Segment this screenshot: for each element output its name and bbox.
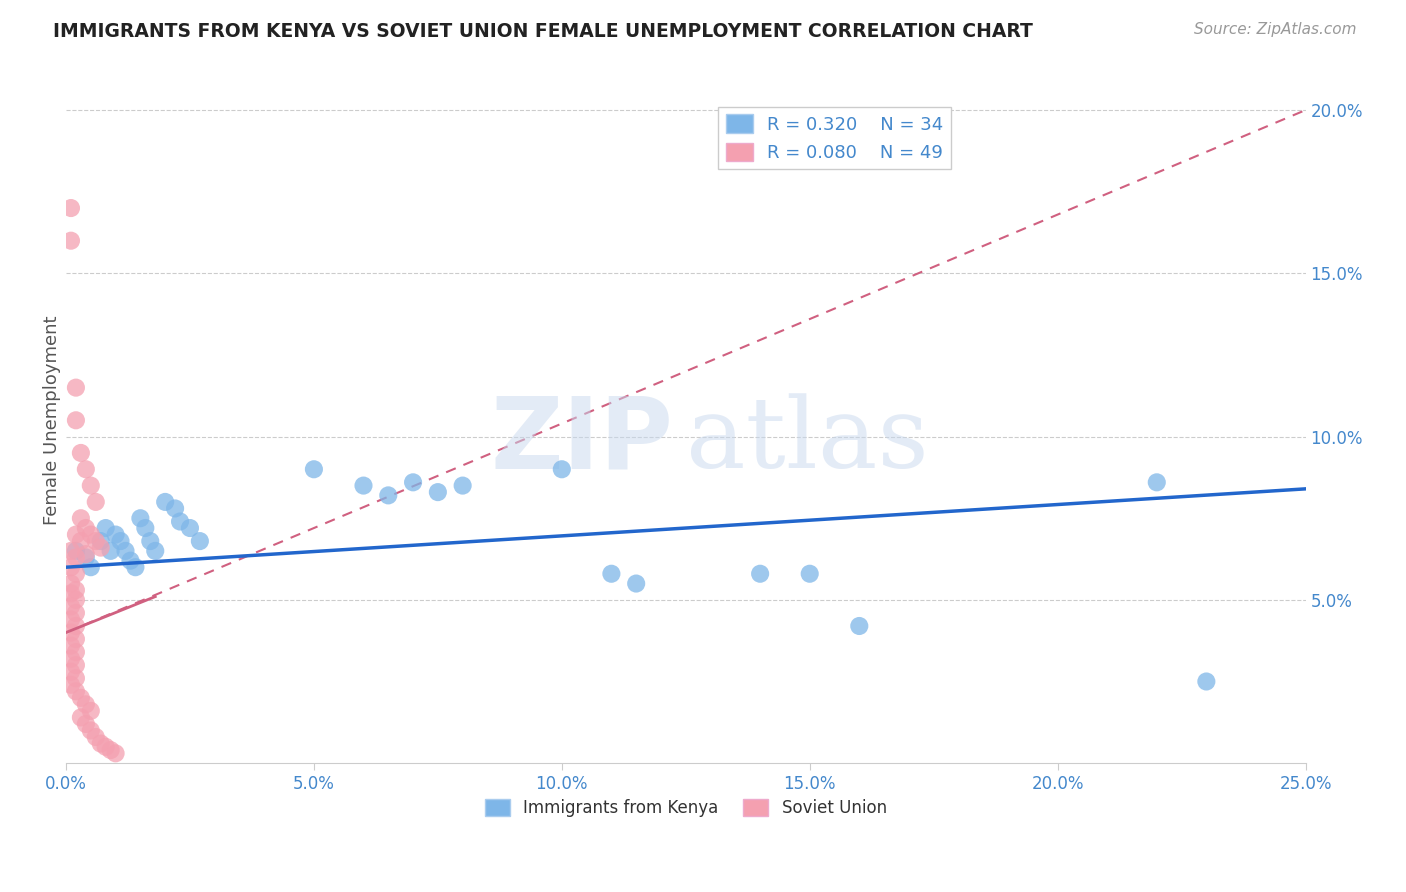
Point — [169, 515, 191, 529]
Point — [65, 606, 87, 620]
Point — [65, 658, 87, 673]
Point — [65, 671, 87, 685]
Point — [104, 527, 127, 541]
Point — [100, 743, 122, 757]
Point — [70, 511, 93, 525]
Point — [94, 739, 117, 754]
Point — [94, 521, 117, 535]
Point — [165, 501, 187, 516]
Y-axis label: Female Unemployment: Female Unemployment — [44, 316, 60, 525]
Point — [179, 521, 201, 535]
Point — [302, 462, 325, 476]
Point — [70, 690, 93, 705]
Point — [65, 645, 87, 659]
Point — [59, 639, 82, 653]
Point — [1195, 674, 1218, 689]
Point — [65, 632, 87, 646]
Point — [65, 550, 87, 565]
Point — [70, 534, 93, 549]
Point — [65, 566, 87, 581]
Point — [84, 495, 107, 509]
Point — [134, 521, 156, 535]
Point — [59, 544, 82, 558]
Point — [75, 717, 97, 731]
Point — [124, 560, 146, 574]
Point — [139, 534, 162, 549]
Point — [75, 547, 97, 561]
Legend: Immigrants from Kenya, Soviet Union: Immigrants from Kenya, Soviet Union — [478, 792, 893, 823]
Point — [90, 534, 112, 549]
Point — [100, 544, 122, 558]
Point — [59, 560, 82, 574]
Point — [90, 541, 112, 555]
Point — [402, 475, 425, 490]
Point — [143, 544, 166, 558]
Point — [59, 651, 82, 665]
Point — [799, 566, 821, 581]
Point — [75, 521, 97, 535]
Point — [188, 534, 211, 549]
Point — [80, 527, 103, 541]
Point — [65, 592, 87, 607]
Point — [59, 678, 82, 692]
Point — [624, 576, 647, 591]
Point — [70, 710, 93, 724]
Point — [75, 462, 97, 476]
Point — [129, 511, 152, 525]
Point — [451, 478, 474, 492]
Point — [114, 544, 136, 558]
Point — [59, 665, 82, 679]
Point — [59, 612, 82, 626]
Point — [110, 534, 132, 549]
Point — [65, 684, 87, 698]
Point — [59, 586, 82, 600]
Point — [80, 560, 103, 574]
Point — [59, 599, 82, 614]
Point — [80, 704, 103, 718]
Point — [59, 234, 82, 248]
Point — [70, 446, 93, 460]
Text: ZIP: ZIP — [491, 392, 673, 490]
Point — [551, 462, 574, 476]
Point — [65, 544, 87, 558]
Point — [65, 381, 87, 395]
Point — [353, 478, 375, 492]
Point — [65, 583, 87, 598]
Point — [377, 488, 399, 502]
Point — [59, 201, 82, 215]
Point — [65, 619, 87, 633]
Point — [75, 550, 97, 565]
Point — [65, 413, 87, 427]
Point — [848, 619, 870, 633]
Point — [120, 554, 142, 568]
Point — [59, 576, 82, 591]
Point — [84, 730, 107, 744]
Text: Source: ZipAtlas.com: Source: ZipAtlas.com — [1194, 22, 1357, 37]
Point — [80, 723, 103, 738]
Point — [80, 478, 103, 492]
Point — [90, 737, 112, 751]
Point — [84, 534, 107, 549]
Point — [1146, 475, 1168, 490]
Text: atlas: atlas — [686, 393, 928, 489]
Point — [749, 566, 772, 581]
Point — [153, 495, 176, 509]
Point — [65, 527, 87, 541]
Point — [75, 698, 97, 712]
Point — [59, 625, 82, 640]
Point — [104, 747, 127, 761]
Text: IMMIGRANTS FROM KENYA VS SOVIET UNION FEMALE UNEMPLOYMENT CORRELATION CHART: IMMIGRANTS FROM KENYA VS SOVIET UNION FE… — [53, 22, 1033, 41]
Point — [600, 566, 623, 581]
Point — [426, 485, 449, 500]
